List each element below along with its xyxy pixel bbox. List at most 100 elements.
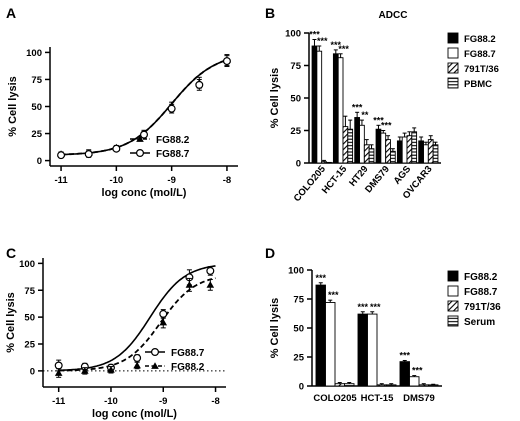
y-axis-title: % Cell lysis	[269, 298, 281, 359]
y-axis-title: % Cell lysis	[7, 76, 19, 137]
x-tick-label: -10	[104, 396, 118, 407]
data-point	[54, 361, 63, 370]
legend-label: FG88.7	[156, 149, 190, 160]
data-point	[185, 281, 194, 288]
legend-marker	[151, 348, 160, 357]
bar-ovcar3-fg88-7	[423, 144, 429, 164]
bar-dms79-fg88-2	[399, 361, 410, 387]
panel-a: A 0 25 50 75 100 -11 -10 -9 -8 FG88.2 FG88.7 log con…	[6, 5, 238, 199]
y-tick-label: 0	[299, 382, 304, 393]
data-point	[57, 151, 66, 160]
legend-swatch	[447, 300, 459, 312]
legend-label: PBMC	[464, 79, 492, 90]
bar-colo205-791t-36	[334, 383, 345, 387]
bar-colo205-fg88-7	[316, 50, 323, 164]
bar-ags-pbmc	[411, 131, 418, 164]
bar-hct-15-fg88-2	[332, 53, 339, 164]
significance-marker: ***	[399, 350, 410, 360]
data-point	[206, 266, 215, 275]
x-tick-label: -10	[109, 175, 123, 186]
x-tick-label: -8	[211, 396, 219, 407]
data-point	[140, 130, 149, 139]
y-tick-label: 25	[24, 340, 35, 351]
legend-label: 791T/36	[464, 64, 499, 75]
bar-dms79-serum	[428, 384, 439, 387]
y-axis-title: % Cell lysis	[269, 68, 281, 129]
panel-letter: B	[265, 5, 275, 21]
x-category-label: COLO205	[313, 393, 357, 404]
bar-hct-15-fg88-2	[357, 313, 368, 387]
bar-ht29-pbmc	[368, 148, 375, 164]
x-tick-label: -9	[159, 396, 167, 407]
data-point	[133, 353, 142, 362]
y-tick-label: 25	[293, 353, 304, 364]
y-tick-label: 100	[26, 48, 42, 59]
bar-dms79-791t-36	[418, 384, 429, 387]
bar-dms79-791t-36	[385, 139, 391, 164]
legend-label: FG88.2	[156, 135, 190, 146]
bar-hct-15-791t-36	[376, 384, 387, 387]
legend-swatch	[447, 62, 459, 74]
bar-colo205-fg88-7	[325, 302, 336, 387]
bar-ovcar3-fg88-2	[418, 140, 424, 164]
y-tick-label: 75	[293, 295, 304, 306]
fit-curve-fg88-7	[61, 59, 228, 156]
x-category-label: DMS79	[403, 393, 435, 404]
significance-marker: ***	[309, 30, 320, 40]
x-axis-title: log conc (mol/L)	[102, 187, 187, 199]
legend-label: FG88.7	[464, 49, 496, 60]
legend-label: FG88.7	[171, 348, 205, 359]
bar-ovcar3-pbmc	[432, 144, 439, 164]
legend-label: 791T/36	[464, 302, 501, 313]
significance-marker: ***	[352, 102, 363, 112]
y-axis-title: % Cell lysis	[5, 292, 17, 353]
significance-marker: ***	[315, 273, 326, 283]
significance-marker: ***	[412, 366, 423, 376]
x-category-label: HCT-15	[361, 393, 394, 404]
data-point	[81, 367, 89, 374]
y-tick-label: 25	[290, 126, 301, 137]
significance-marker: ***	[328, 290, 339, 300]
bar-colo205-fg88-2	[311, 45, 318, 164]
legend-swatch	[447, 32, 459, 44]
data-point	[112, 144, 121, 153]
y-tick-label: 50	[31, 102, 42, 113]
bar-ht29-791t-36	[363, 144, 370, 164]
bar-hct-15-791t-36	[342, 126, 349, 164]
legend-swatch	[447, 47, 459, 59]
y-tick-label: 0	[30, 366, 35, 377]
bar-ags-791t-36	[406, 135, 413, 164]
significance-marker: ***	[370, 302, 381, 312]
x-tick-label: -11	[54, 175, 68, 186]
y-tick-label: 50	[293, 324, 304, 335]
x-tick-label: -8	[223, 175, 231, 186]
bar-hct-15-pbmc	[347, 128, 354, 164]
significance-marker: ***	[373, 115, 384, 125]
y-tick-label: 50	[24, 313, 35, 324]
y-tick-label: 100	[288, 266, 304, 277]
legend-label: FG88.2	[171, 362, 205, 373]
bar-ovcar3-791t-36	[427, 139, 434, 164]
bar-dms79-fg88-7	[409, 376, 420, 387]
bar-dms79-pbmc	[390, 150, 396, 164]
data-point	[195, 80, 204, 89]
legend-label: FG88.2	[464, 34, 496, 45]
bar-hct-15-fg88-7	[337, 57, 344, 164]
bar-dms79-fg88-7	[380, 132, 387, 164]
data-point	[133, 361, 141, 369]
legend-swatch	[447, 77, 459, 89]
legend-swatch	[447, 270, 459, 282]
y-tick-label: 100	[19, 259, 35, 270]
bar-ht29-fg88-7	[359, 124, 365, 164]
legend-marker	[136, 149, 145, 158]
significance-marker: ***	[338, 44, 349, 54]
bar-colo205-pbmc	[326, 161, 332, 164]
panel-letter: C	[6, 245, 16, 261]
y-tick-label: 75	[290, 61, 301, 72]
panel-letter: A	[6, 5, 16, 21]
significance-marker: ***	[357, 302, 368, 312]
legend-label: FG88.2	[464, 272, 498, 283]
significance-marker: ***	[317, 36, 328, 46]
